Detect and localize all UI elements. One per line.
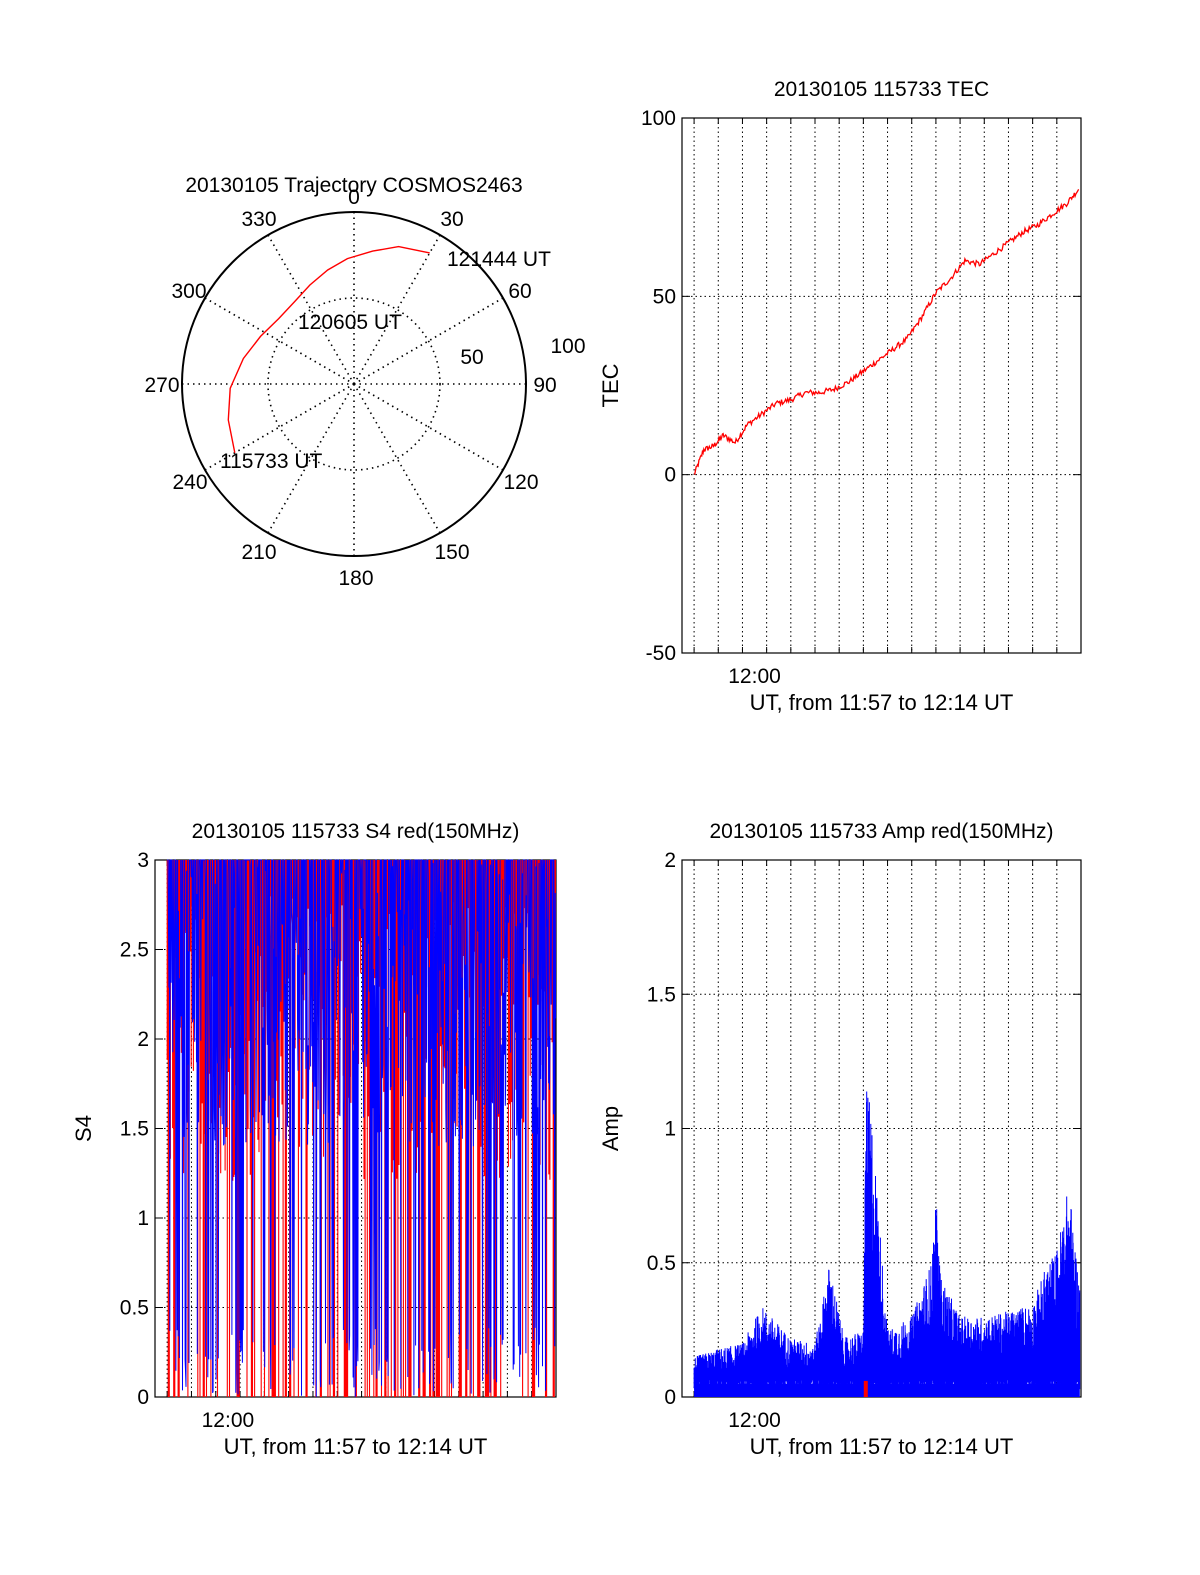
tec-ytick-label: 100 xyxy=(641,107,676,130)
azimuth-label: 0 xyxy=(348,186,360,209)
amp-blue-series xyxy=(693,1091,1081,1392)
azimuth-label: 180 xyxy=(338,567,373,590)
azimuth-label: 150 xyxy=(434,541,469,564)
polar-spoke xyxy=(353,234,441,385)
polar-spoke xyxy=(204,383,355,471)
amp-xlabel: UT, from 11:57 to 12:14 UT xyxy=(750,1434,1014,1459)
s4-ytick-label: 2 xyxy=(137,1028,149,1051)
polar-spoke xyxy=(267,383,355,534)
tec-ytick-label: 0 xyxy=(664,464,676,487)
azimuth-label: 300 xyxy=(171,280,206,303)
tec-ytick-label: 50 xyxy=(653,285,676,308)
azimuth-label: 210 xyxy=(241,541,276,564)
s4-ytick-label: 0.5 xyxy=(120,1297,149,1320)
amp-ytick-label: 2 xyxy=(664,849,676,872)
polar-spoke xyxy=(204,297,355,385)
tec-ytick-label: -50 xyxy=(646,642,676,665)
azimuth-label: 240 xyxy=(172,471,207,494)
amp-title: 20130105 115733 Amp red(150MHz) xyxy=(709,820,1053,843)
amp-red-series xyxy=(863,1380,868,1397)
amp-ytick-label: 0.5 xyxy=(647,1252,676,1275)
azimuth-label: 270 xyxy=(144,374,179,397)
s4-title: 20130105 115733 S4 red(150MHz) xyxy=(192,820,520,843)
azimuth-label: 60 xyxy=(508,280,531,303)
s4-xlabel: UT, from 11:57 to 12:14 UT xyxy=(224,1434,488,1459)
radial-label: 50 xyxy=(460,346,483,369)
trajectory-track xyxy=(227,245,430,453)
s4-ytick-label: 2.5 xyxy=(120,939,149,962)
s4-xtick-label: 12:00 xyxy=(202,1409,255,1432)
tec-frame xyxy=(681,117,1082,654)
s4-ytick-label: 1 xyxy=(137,1207,149,1230)
polar-spoke xyxy=(267,234,355,385)
s4-ylabel: S4 xyxy=(71,1115,96,1142)
tec-xtick-label: 12:00 xyxy=(728,665,781,688)
amp-ytick-label: 0 xyxy=(664,1386,676,1409)
azimuth-label: 90 xyxy=(533,374,556,397)
trajectory-point-label: 121444 UT xyxy=(447,248,551,271)
tec-ylabel: TEC xyxy=(598,363,623,407)
trajectory-point-label: 120605 UT xyxy=(298,311,402,334)
amp-ytick-label: 1 xyxy=(664,1118,676,1141)
amp-xtick-label: 12:00 xyxy=(728,1409,781,1432)
trajectory-title: 20130105 Trajectory COSMOS2463 xyxy=(185,174,522,197)
s4-ytick-label: 1.5 xyxy=(120,1118,149,1141)
s4-ytick-label: 3 xyxy=(137,849,149,872)
tec-title: 20130105 115733 TEC xyxy=(774,78,989,101)
s4-blue-series xyxy=(167,859,557,1397)
tec-series-line xyxy=(693,188,1080,475)
amp-ylabel: Amp xyxy=(598,1106,623,1151)
polar-spoke xyxy=(353,383,441,534)
amp-ytick-label: 1.5 xyxy=(647,983,676,1006)
tec-xlabel: UT, from 11:57 to 12:14 UT xyxy=(750,690,1014,715)
radial-label: 100 xyxy=(550,335,585,358)
amp-blue-base xyxy=(694,1383,1080,1397)
polar-spoke xyxy=(353,297,504,385)
polar-grid-circle xyxy=(267,297,441,471)
azimuth-label: 120 xyxy=(503,471,538,494)
azimuth-label: 330 xyxy=(241,208,276,231)
polar-spoke xyxy=(353,383,504,471)
s4-ytick-label: 0 xyxy=(137,1386,149,1409)
azimuth-label: 30 xyxy=(440,208,463,231)
trajectory-point-label: 115733 UT xyxy=(220,450,323,473)
